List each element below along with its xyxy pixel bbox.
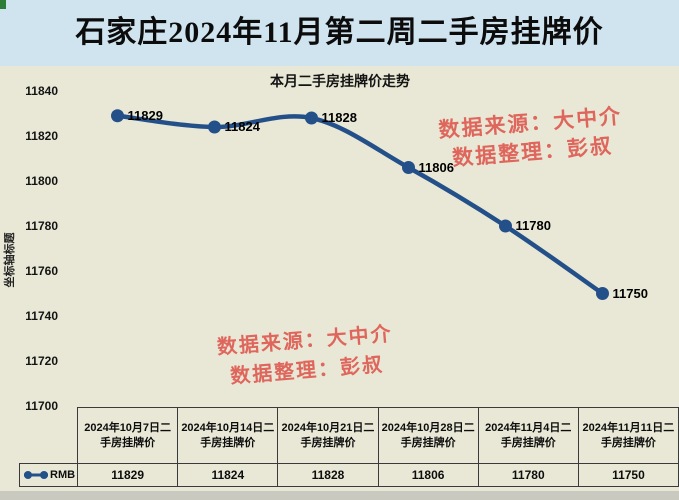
data-point-marker [305, 111, 318, 125]
table-value-cell: 11824 [177, 463, 279, 487]
data-point-label: 11828 [321, 110, 357, 125]
table-value-cell: 11780 [477, 463, 579, 487]
data-point-label: 11806 [418, 159, 454, 175]
table-header-cell: 2024年10月21日二手房挂牌价 [277, 407, 379, 464]
table-header-cell: 2024年10月28日二手房挂牌价 [377, 407, 479, 464]
table-header-cell: 2024年11月4日二手房挂牌价 [477, 407, 579, 464]
bottom-edge [0, 491, 679, 500]
table-header-cell: 2024年10月14日二手房挂牌价 [177, 407, 279, 464]
legend-label: RMB [50, 469, 76, 481]
table-value-cell: 11750 [577, 463, 679, 487]
data-point-marker [208, 120, 221, 134]
y-tick-label: 11720 [25, 354, 58, 368]
y-tick-label: 11760 [25, 264, 58, 278]
data-point-marker [499, 219, 512, 233]
table-header-cell: 2024年10月7日二手房挂牌价 [77, 407, 179, 464]
y-tick-label: 11820 [25, 129, 58, 143]
line-series-legend-icon [24, 471, 48, 479]
y-tick-label: 11800 [25, 174, 58, 188]
watermark-lower: 数据来源：大中介 数据整理：彭叔 [206, 318, 406, 393]
y-tick-label: 11840 [25, 84, 58, 98]
table-value-cell: 11829 [77, 463, 179, 487]
y-tick-label: 11780 [25, 219, 58, 233]
y-tick-label: 11740 [25, 309, 58, 323]
y-axis-title: 坐标轴标题 [4, 232, 16, 288]
corner-artifact [0, 0, 6, 9]
data-point-label: 11824 [224, 119, 260, 134]
data-table: 2024年10月7日二手房挂牌价 2024年10月14日二手房挂牌价 2024年10… [18, 407, 679, 487]
data-point-label: 11829 [127, 107, 163, 123]
chart-title: 本月二手房挂牌价走势 [270, 73, 410, 89]
data-point-marker [111, 109, 124, 123]
legend-key-cell: RMB [18, 463, 79, 487]
y-tick-label: 11700 [25, 399, 58, 413]
data-point-label: 11780 [515, 218, 551, 233]
data-point-label: 11750 [612, 285, 648, 301]
page-title: 石家庄2024年11月第二周二手房挂牌价 [0, 0, 679, 66]
table-value-cell: 11828 [277, 463, 379, 487]
data-point-marker [596, 287, 609, 300]
table-header-cell: 2024年11月11日二手房挂牌价 [577, 407, 679, 464]
table-corner-blank [20, 408, 78, 464]
watermark-upper: 数据来源：大中介 数据整理：彭叔 [422, 101, 641, 176]
data-point-marker [402, 161, 415, 174]
table-value-cell: 11806 [377, 463, 479, 487]
